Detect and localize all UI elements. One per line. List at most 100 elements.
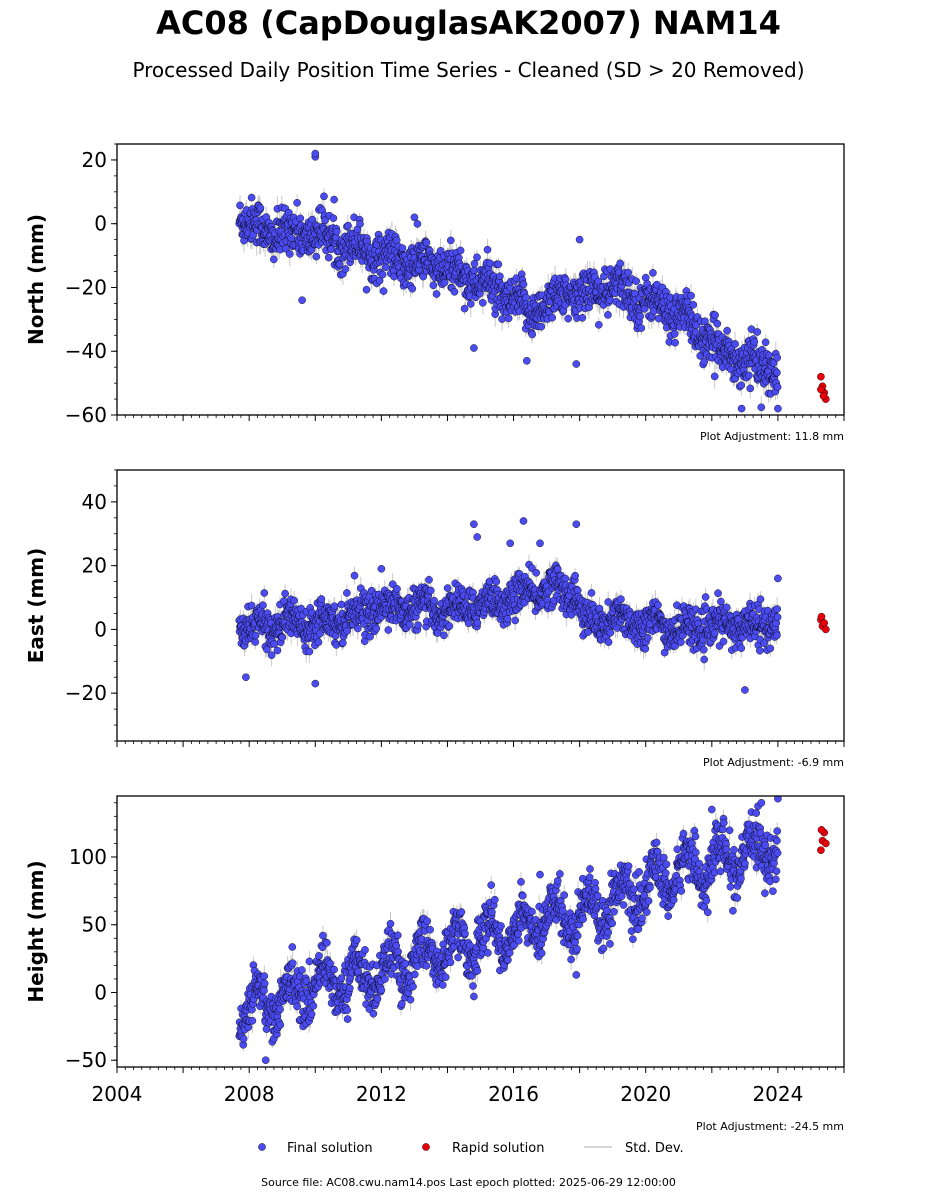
- final-point: [343, 589, 351, 597]
- final-point: [285, 250, 294, 258]
- final-point: [335, 260, 344, 269]
- final-point: [548, 313, 557, 322]
- plot-adjustment-label: Plot Adjustment: 11.8 mm: [700, 430, 844, 443]
- rapid-solution-points: [817, 372, 830, 403]
- final-point: [522, 293, 530, 302]
- final-point: [236, 201, 244, 210]
- final-point: [332, 227, 341, 236]
- final-point: [446, 236, 455, 245]
- final-point: [308, 215, 317, 224]
- final-point: [466, 300, 475, 308]
- final-point: [419, 272, 428, 281]
- y-tick-label: −40: [65, 339, 107, 363]
- final-point: [267, 651, 276, 660]
- plot-area: [235, 517, 830, 694]
- final-point: [773, 368, 781, 377]
- final-point: [329, 214, 338, 222]
- final-point: [362, 285, 371, 294]
- final-point: [616, 259, 625, 268]
- y-tick-label: −20: [65, 275, 107, 299]
- final-point: [750, 337, 759, 346]
- final-point: [251, 631, 260, 640]
- final-point: [324, 253, 333, 262]
- final-point: [632, 277, 641, 286]
- final-point: [263, 645, 271, 654]
- final-solution-points: [235, 517, 782, 694]
- final-point: [575, 235, 584, 244]
- final-point: [636, 312, 645, 321]
- final-point: [366, 632, 374, 641]
- final-point: [422, 238, 431, 247]
- final-point: [251, 638, 260, 646]
- final-point: [450, 287, 459, 296]
- chart-title: AC08 (CapDouglasAK2007) NAM14: [156, 4, 781, 42]
- final-point: [281, 244, 290, 253]
- final-point: [296, 214, 305, 223]
- final-point: [356, 220, 364, 228]
- final-point: [281, 589, 289, 598]
- final-point: [413, 220, 422, 228]
- final-point: [769, 359, 778, 367]
- final-point: [572, 360, 581, 368]
- final-point: [379, 287, 388, 295]
- final-point: [298, 296, 306, 305]
- final-point: [460, 304, 469, 313]
- final-point: [774, 404, 782, 413]
- final-point: [278, 633, 287, 642]
- final-point: [330, 602, 339, 611]
- final-point: [773, 353, 782, 362]
- final-point: [270, 640, 279, 648]
- final-point: [496, 272, 504, 281]
- final-point: [429, 281, 438, 290]
- final-point: [753, 328, 762, 336]
- final-point: [247, 601, 256, 610]
- panel-1: 20 0 −20 −40 −60 North (mm) Plot Adjustment: 1…: [24, 143, 845, 443]
- final-point: [320, 192, 328, 201]
- final-point: [595, 320, 603, 329]
- final-point: [260, 589, 269, 597]
- final-point: [649, 269, 657, 277]
- final-point: [519, 280, 528, 289]
- plot-area: [235, 149, 830, 415]
- final-point: [293, 198, 301, 207]
- y-tick-label: 20: [82, 148, 107, 172]
- final-point: [737, 381, 746, 390]
- final-point: [343, 627, 352, 635]
- final-point: [483, 245, 492, 254]
- final-point: [337, 600, 346, 609]
- final-point: [339, 639, 347, 647]
- y-tick-label: −60: [65, 403, 107, 427]
- final-point: [378, 270, 387, 279]
- final-point: [687, 291, 695, 300]
- final-point: [287, 234, 296, 242]
- final-point: [578, 313, 587, 322]
- final-point: [710, 372, 719, 381]
- rapid-point: [817, 385, 825, 394]
- final-point: [473, 253, 481, 262]
- final-point: [564, 314, 573, 323]
- final-point: [381, 263, 390, 272]
- final-point: [689, 300, 698, 309]
- final-point: [314, 638, 323, 647]
- final-point: [344, 221, 352, 230]
- final-point: [737, 404, 746, 413]
- final-point: [247, 193, 256, 202]
- rapid-point: [819, 392, 828, 400]
- final-point: [305, 647, 314, 656]
- final-point: [432, 290, 441, 298]
- final-point: [259, 601, 267, 610]
- final-point: [317, 595, 326, 603]
- final-point: [528, 330, 537, 339]
- final-point: [311, 149, 320, 158]
- final-point: [640, 304, 649, 313]
- final-point: [269, 255, 278, 264]
- y-tick-label: 0: [94, 212, 107, 236]
- final-point: [700, 357, 709, 366]
- final-point: [478, 298, 487, 307]
- final-point: [711, 311, 719, 319]
- final-point: [494, 260, 503, 269]
- final-point: [671, 338, 679, 347]
- final-point: [604, 311, 612, 319]
- final-point: [470, 344, 478, 352]
- final-point: [504, 314, 513, 323]
